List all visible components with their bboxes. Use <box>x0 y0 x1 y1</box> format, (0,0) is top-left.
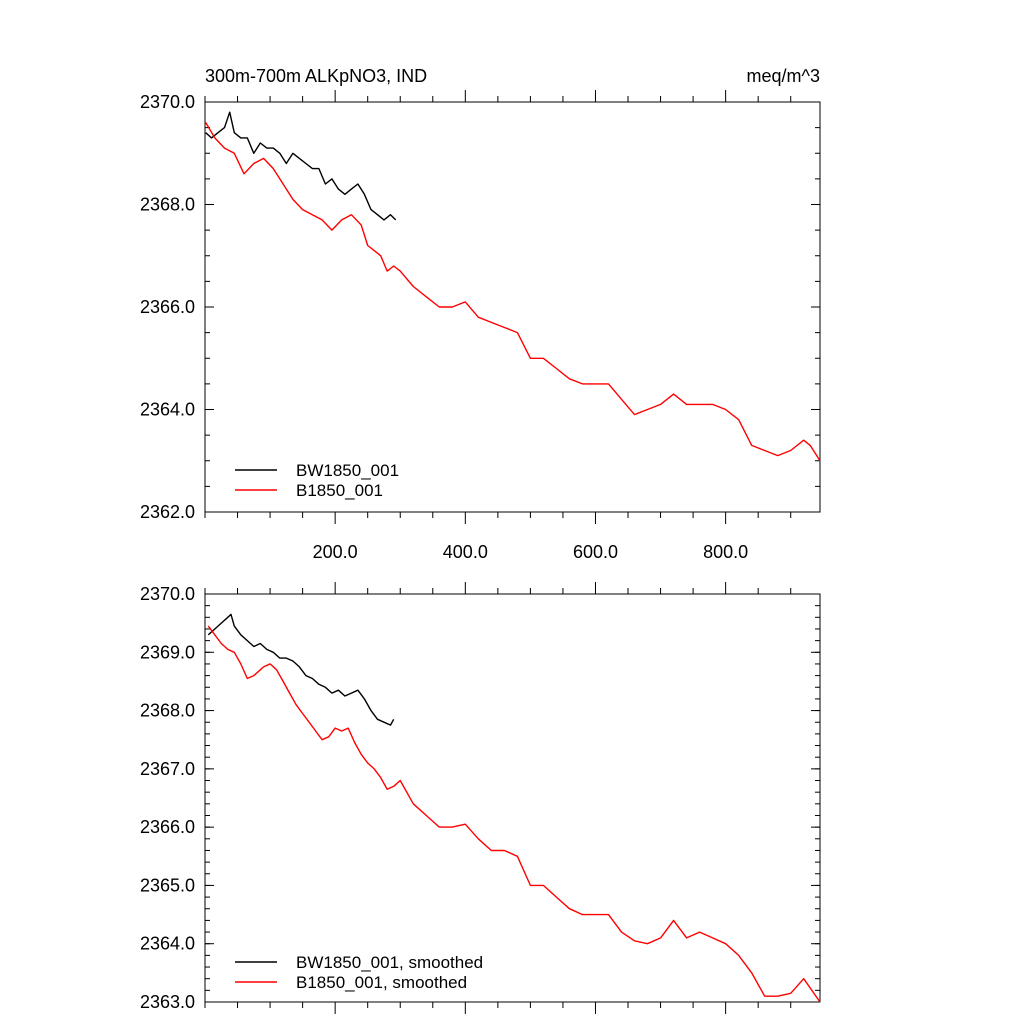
top-y-tick-label: 2368.0 <box>140 195 195 215</box>
top-x-tick-label: 800.0 <box>703 542 748 562</box>
top-series-group <box>205 111 821 462</box>
bottom-y-tick-label: 2367.0 <box>140 759 195 779</box>
top-y-tick-label: 2366.0 <box>140 297 195 317</box>
top-axis-ticks: 2362.0 2364.0 2366.0 2368.0 2370.0 200.0 400.0… <box>140 90 820 562</box>
bottom-series-group <box>207 613 821 1003</box>
bottom-legend-label-1: B1850_001, smoothed <box>296 973 467 992</box>
top-legend-label-0: BW1850_001 <box>296 461 399 480</box>
top-plot-panel: 300m-700m ALKpNO3, IND meq/m^3 2362.0236… <box>140 66 821 562</box>
bottom-axis-ticks: 2363.0 2364.0 2365.0 2366.0 2367.0 2368.0 2369… <box>140 582 820 1014</box>
bottom-series-line-0 <box>207 613 395 726</box>
top-y-tick-label: 2370.0 <box>140 92 195 112</box>
bottom-legend-label-0: BW1850_001, smoothed <box>296 953 483 972</box>
bottom-y-tick-label: 2366.0 <box>140 817 195 837</box>
top-y-tick-label: 2364.0 <box>140 400 195 420</box>
bottom-plot-panel: 2363.0 2364.0 2365.0 2366.0 2367.0 2368.0 2369… <box>140 582 821 1014</box>
top-x-tick-label: 400.0 <box>443 542 488 562</box>
bottom-y-tick-label: 2369.0 <box>140 642 195 662</box>
top-series-line-1 <box>205 122 821 462</box>
bottom-y-tick-label: 2363.0 <box>140 992 195 1012</box>
top-x-tick-label: 600.0 <box>573 542 618 562</box>
bottom-plot-frame <box>204 593 821 1003</box>
bottom-y-tick-label: 2370.0 <box>140 584 195 604</box>
chart-title: 300m-700m ALKpNO3, IND <box>205 66 427 86</box>
top-legend-label-1: B1850_001 <box>296 481 383 500</box>
top-y-tick-label: 2362.0 <box>140 502 195 522</box>
units-label: meq/m^3 <box>747 66 820 86</box>
bottom-y-tick-label: 2364.0 <box>140 934 195 954</box>
bottom-y-tick-label: 2368.0 <box>140 701 195 721</box>
top-plot-frame <box>204 101 821 513</box>
bottom-series-line-1 <box>207 625 821 1003</box>
top-x-tick-label: 200.0 <box>313 542 358 562</box>
top-series-line-0 <box>205 111 397 221</box>
bottom-y-tick-label: 2365.0 <box>140 875 195 895</box>
